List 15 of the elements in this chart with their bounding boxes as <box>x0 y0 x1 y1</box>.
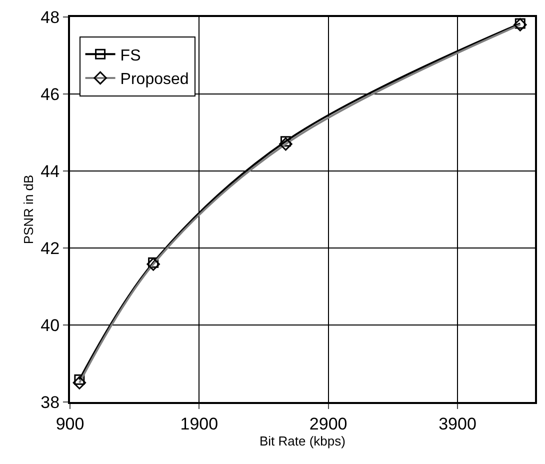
y-axis-title: PSNR in dB <box>21 174 36 244</box>
y-tick-label: 42 <box>40 238 60 258</box>
legend-label: FS <box>120 47 141 64</box>
x-tick-label: 1900 <box>180 414 218 434</box>
y-tick-label: 48 <box>40 8 60 27</box>
x-axis-title: Bit Rate (kbps) <box>260 433 346 448</box>
y-tick-label: 44 <box>40 162 60 181</box>
x-tick-label: 900 <box>56 414 84 434</box>
y-tick-label: 40 <box>40 316 60 335</box>
x-tick-label: 2900 <box>309 414 348 434</box>
y-tick-label: 38 <box>40 392 60 412</box>
y-tick-label: 46 <box>40 84 60 104</box>
x-tick-label: 3900 <box>438 414 476 434</box>
legend-label: Proposed <box>120 71 189 88</box>
point <box>74 374 85 385</box>
